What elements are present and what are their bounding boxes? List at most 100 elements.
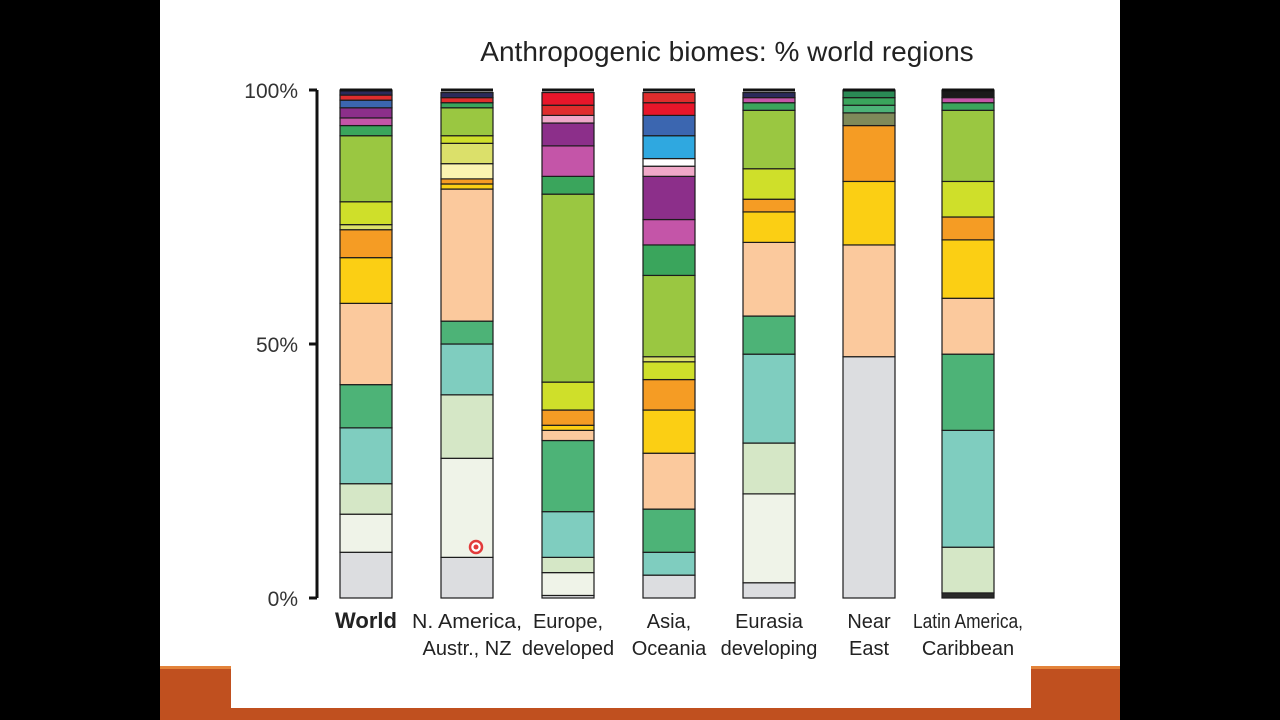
x-category-label: Eurasia (735, 611, 804, 633)
bar-segment (339, 107, 393, 119)
footer-panel (231, 666, 1031, 708)
bar-segment (440, 343, 494, 396)
x-category-label: developed (522, 638, 614, 660)
x-category-label: Asia, (647, 611, 691, 633)
bar-segment (742, 97, 796, 104)
bar-segment (941, 97, 995, 104)
bars-group (339, 88, 995, 599)
bar-segment (541, 439, 595, 513)
bar-segment (941, 239, 995, 299)
bar-segment (642, 102, 696, 116)
bar-stack (440, 88, 494, 599)
bar-segment (541, 556, 595, 574)
bar-segment (941, 216, 995, 241)
bar-segment (642, 165, 696, 177)
bar-segment (541, 114, 595, 124)
bar-segment (440, 457, 494, 558)
bar-segment (440, 188, 494, 322)
bar-stack (339, 88, 393, 599)
bar-segment (440, 183, 494, 190)
bar-segment (642, 175, 696, 221)
bar-segment (339, 229, 393, 259)
bar-segment (541, 571, 595, 597)
bar-segment (339, 302, 393, 386)
bar-segment (642, 452, 696, 510)
bar-segment (642, 274, 696, 358)
bar-segment (642, 244, 696, 277)
y-tick-label: 0% (268, 588, 298, 611)
bar-stack (842, 88, 896, 599)
bar-segment (941, 102, 995, 111)
bar-segment (941, 180, 995, 218)
y-tick-label: 100% (244, 80, 298, 103)
bar-segment (541, 409, 595, 426)
bar-segment (742, 109, 796, 170)
bar-segment (541, 104, 595, 116)
bar-segment (842, 180, 896, 246)
bar-segment (339, 94, 393, 101)
bar-segment (339, 124, 393, 137)
bar-segment (941, 109, 995, 183)
bar-stack (642, 88, 696, 599)
bar-segment (440, 135, 494, 144)
bar-stack (941, 88, 995, 599)
bar-segment (440, 102, 494, 109)
pointer-cursor (468, 539, 484, 555)
bar-segment (339, 257, 393, 304)
bar-segment (742, 442, 796, 495)
bar-segment (339, 201, 393, 226)
bar-segment (339, 513, 393, 553)
x-category-label: Europe, (533, 611, 603, 633)
bar-segment (339, 224, 393, 231)
bar-segment (941, 592, 995, 599)
bar-segment (339, 117, 393, 127)
x-category-label: Caribbean (922, 638, 1014, 660)
bar-segment (941, 297, 995, 355)
bar-segment (440, 320, 494, 345)
x-category-label: Oceania (632, 638, 707, 660)
bar-segment (742, 353, 796, 444)
bar-segment (541, 91, 595, 106)
bar-segment (842, 356, 896, 599)
x-category-label: Near (847, 611, 891, 633)
bar-segment (742, 168, 796, 200)
bar-segment (541, 145, 595, 177)
bar-segment (842, 104, 896, 114)
bar-segment (642, 551, 696, 576)
bar-segment (842, 112, 896, 127)
bar-segment (541, 122, 595, 147)
bar-segment (541, 175, 595, 195)
bar-segment (742, 582, 796, 599)
bar-segment (642, 361, 696, 381)
bar-segment (440, 91, 494, 99)
bar-segment (541, 424, 595, 431)
bar-segment (742, 198, 796, 213)
bar-segment (642, 135, 696, 160)
bar-segment (941, 429, 995, 548)
bar-segment (440, 97, 494, 104)
bar-stack (541, 88, 595, 599)
bar-segment (642, 91, 696, 104)
bar-segment (642, 114, 696, 137)
bar-segment (541, 193, 595, 383)
bar-segment (742, 211, 796, 243)
bar-segment (941, 546, 995, 594)
bar-segment (742, 315, 796, 355)
bar-segment (642, 378, 696, 411)
bar-segment (339, 551, 393, 599)
bar-segment (440, 178, 494, 185)
bar-segment (440, 394, 494, 459)
x-axis-labels: World N. America, Austr., NZ Europe, develop… (335, 608, 1023, 660)
bar-segment (440, 163, 494, 180)
bar-segment (941, 353, 995, 431)
x-category-label: World (335, 608, 397, 633)
bar-segment (339, 384, 393, 429)
bar-segment (642, 218, 696, 246)
bar-segment (742, 241, 796, 317)
bar-segment (742, 102, 796, 111)
bar-segment (339, 135, 393, 203)
bar-segment (440, 556, 494, 599)
bar-segment (440, 107, 494, 137)
bar-segment (642, 409, 696, 454)
